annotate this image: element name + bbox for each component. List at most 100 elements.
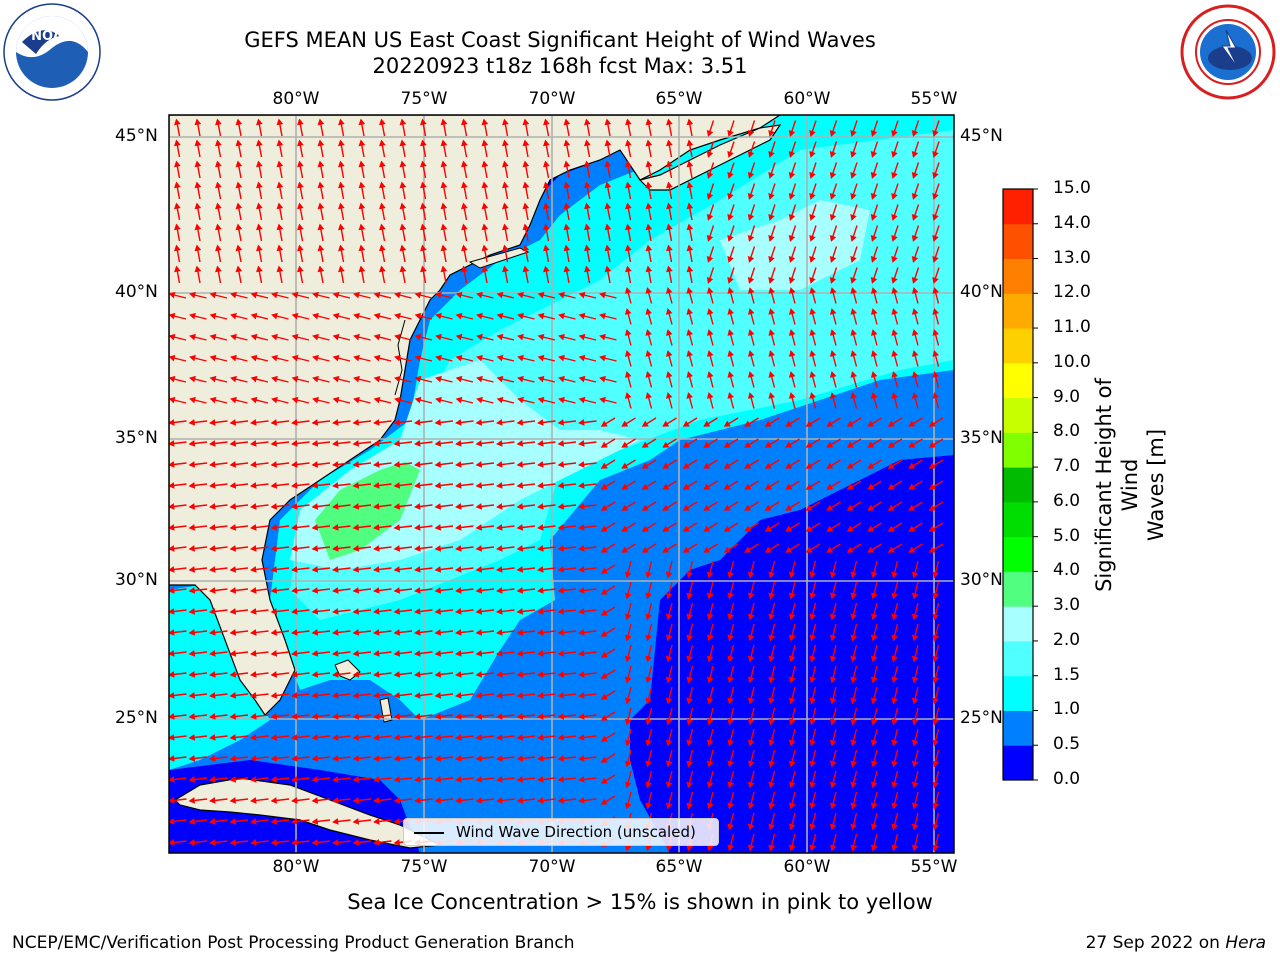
wave-direction-arrowhead <box>215 139 222 147</box>
wave-direction-arrowhead <box>502 160 509 168</box>
wave-direction-arrowhead <box>414 608 421 615</box>
wave-direction-arrowhead <box>809 760 816 768</box>
wave-direction-arrowhead <box>578 650 585 657</box>
wave-direction-arrowhead <box>414 524 421 531</box>
wave-direction-arrowhead <box>311 713 319 720</box>
wave-direction-arrowhead <box>311 629 319 636</box>
wave-direction-arrowhead <box>558 291 565 299</box>
wave-direction-arrowhead <box>461 139 468 147</box>
wave-direction-arrowhead <box>645 244 653 252</box>
wave-direction-arrowhead <box>394 312 401 320</box>
lon-label-top: 65°W <box>655 89 703 109</box>
wave-direction-arrowhead <box>557 629 565 636</box>
wave-direction-arrowhead <box>747 697 755 705</box>
wave-direction-arrowhead <box>703 504 711 511</box>
wave-direction-arrowhead <box>230 375 237 383</box>
wave-direction-arrowhead <box>461 181 468 189</box>
colorbar-bin <box>1003 397 1033 433</box>
wave-direction-arrowhead <box>624 739 632 747</box>
wave-direction-arrowhead <box>188 482 196 489</box>
wave-direction-arrowhead <box>686 592 693 600</box>
wave-direction-arrowhead <box>189 291 196 299</box>
wave-direction-arrowhead <box>723 546 731 553</box>
wave-direction-arrowhead <box>250 650 257 657</box>
colorbar-bin <box>1003 293 1033 329</box>
wave-direction-arrowhead <box>826 546 834 553</box>
wave-direction-arrowhead <box>461 118 468 126</box>
wave-direction-arrowhead <box>461 244 468 252</box>
wave-direction-arrowhead <box>563 244 571 252</box>
wave-direction-arrowhead <box>805 441 813 448</box>
wave-direction-arrowhead <box>665 613 673 621</box>
wave-direction-arrowhead <box>215 223 222 231</box>
wave-direction-arrowhead <box>209 587 216 594</box>
wave-direction-arrowhead <box>747 844 755 852</box>
wave-direction-arrowhead <box>850 571 857 579</box>
wave-direction-arrowhead <box>805 483 813 490</box>
wave-direction-arrowhead <box>829 234 837 242</box>
wave-direction-arrowhead <box>829 150 837 158</box>
colorbar-tick-label: 11.0 <box>1053 317 1091 338</box>
colorbar-tick-label: 8.0 <box>1053 421 1081 442</box>
wave-direction-arrowhead <box>744 483 752 490</box>
wave-direction-arrowhead <box>747 371 755 378</box>
wave-direction-arrowhead <box>645 118 653 126</box>
wave-direction-arrowhead <box>434 755 442 762</box>
wave-direction-arrowhead <box>502 139 509 147</box>
wave-direction-arrowhead <box>229 734 237 741</box>
wave-direction-arrowhead <box>645 202 653 210</box>
wave-direction-arrowhead <box>455 375 463 383</box>
wave-direction-arrowhead <box>932 213 939 221</box>
wave-direction-arrowhead <box>312 333 319 341</box>
wave-direction-arrowhead <box>621 441 629 448</box>
wave-direction-arrowhead <box>188 587 196 594</box>
wave-direction-arrowhead <box>557 587 565 594</box>
wave-direction-arrowhead <box>393 839 401 846</box>
wave-direction-arrowhead <box>394 333 401 341</box>
wave-direction-arrowhead <box>352 461 360 468</box>
wave-direction-arrowhead <box>846 546 854 553</box>
wave-direction-arrowhead <box>543 244 550 252</box>
wave-direction-arrowhead <box>584 202 591 210</box>
wave-direction-arrowhead <box>624 329 632 336</box>
wave-direction-arrowhead <box>788 718 796 726</box>
wave-direction-arrowhead <box>686 118 694 126</box>
wave-direction-arrowhead <box>332 755 339 762</box>
wave-direction-arrowhead <box>911 350 919 357</box>
wave-direction-arrowhead <box>516 671 524 678</box>
colorbar-bin <box>1003 432 1033 468</box>
wave-direction-arrowhead <box>475 482 483 489</box>
wave-direction-arrowhead <box>706 234 714 242</box>
wave-direction-arrowhead <box>850 371 857 378</box>
wave-direction-arrowhead <box>399 265 407 273</box>
lon-label-bottom: 70°W <box>528 857 576 877</box>
wave-direction-arrowhead <box>414 291 422 299</box>
wave-direction-arrowhead <box>870 676 878 684</box>
wave-direction-arrowhead <box>358 202 366 210</box>
land-north-america <box>169 115 782 716</box>
wave-direction-arrowhead <box>891 276 898 284</box>
wave-direction-arrowhead <box>625 118 632 126</box>
wave-direction-arrowhead <box>764 420 772 427</box>
lon-label-top: 70°W <box>528 89 576 109</box>
wave-direction-arrowhead <box>706 392 714 399</box>
wave-direction-arrowhead <box>209 524 216 531</box>
wave-direction-arrowhead <box>352 713 360 720</box>
wave-direction-arrowhead <box>420 181 427 189</box>
wave-direction-arrowhead <box>850 613 857 621</box>
colorbar-tick-label: 9.0 <box>1053 386 1081 407</box>
wave-direction-arrowhead <box>373 797 380 804</box>
wave-direction-arrowhead <box>809 781 816 789</box>
wave-direction-arrowhead <box>250 818 257 825</box>
wave-direction-arrowhead <box>645 371 652 378</box>
wave-direction-arrowhead <box>209 839 216 846</box>
wave-direction-arrowhead <box>625 181 632 189</box>
wave-direction-arrowhead <box>621 546 629 553</box>
wave-direction-arrowhead <box>496 650 503 657</box>
wave-direction-arrowhead <box>291 797 298 804</box>
wave-direction-arrowhead <box>250 734 257 741</box>
wave-direction-arrowhead <box>932 676 939 684</box>
wave-direction-arrowhead <box>434 629 442 636</box>
wave-direction-arrowhead <box>703 441 711 448</box>
wave-direction-arrowhead <box>870 571 878 579</box>
